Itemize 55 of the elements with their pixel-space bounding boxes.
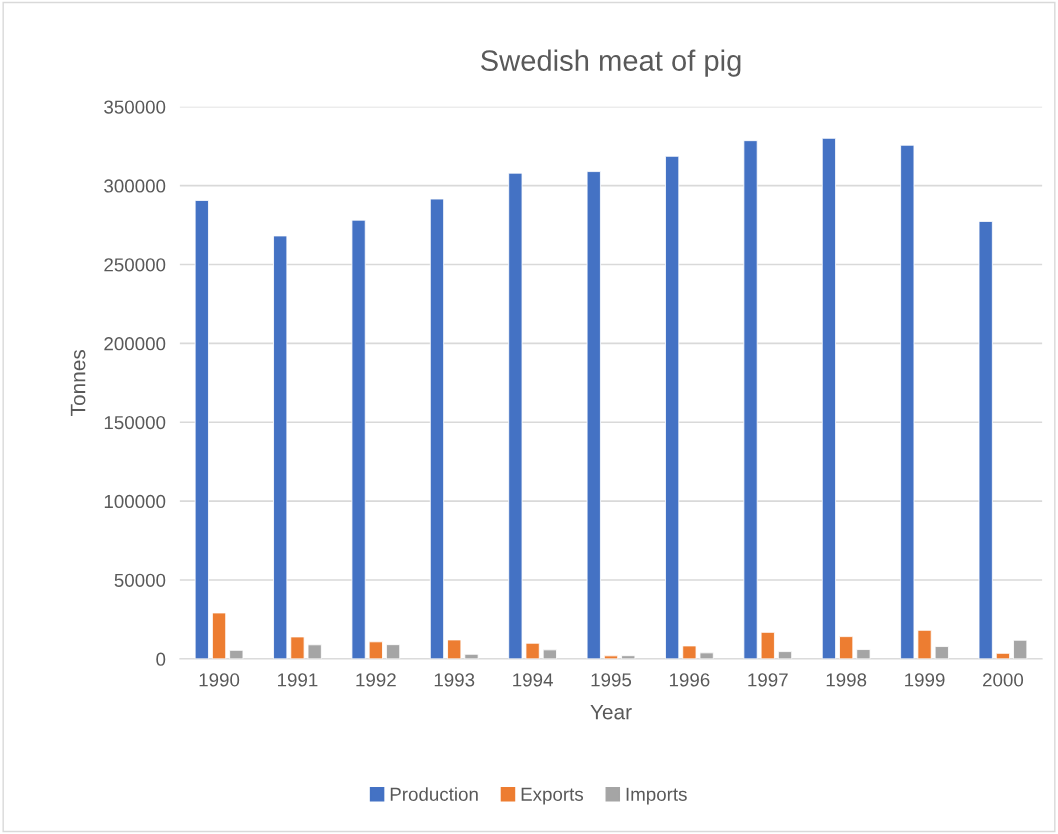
x-tick-label: 1995 (591, 673, 632, 687)
x-tick-label: 2000 (983, 673, 1024, 687)
bar (839, 636, 854, 659)
bar (900, 144, 915, 659)
bar (368, 641, 383, 659)
bar (290, 636, 305, 659)
legend-label: Imports (626, 787, 687, 805)
bar (429, 198, 445, 659)
bar (934, 646, 949, 659)
x-tick-label: 1994 (513, 673, 553, 687)
bar (273, 235, 288, 659)
y-axis-title: Tonnes (70, 349, 86, 416)
bar (665, 155, 680, 659)
bar (194, 200, 209, 659)
x-axis-title: Year (590, 704, 632, 720)
bar (447, 639, 462, 659)
bar (525, 642, 540, 659)
x-tick-label: 1999 (905, 673, 945, 687)
x-tick-label: 1996 (669, 673, 710, 687)
bar (211, 612, 227, 659)
x-tick-label: 1990 (199, 673, 240, 687)
bar (1013, 639, 1028, 659)
bar (743, 140, 758, 659)
bar (542, 649, 557, 659)
y-tick-label: 50000 (114, 573, 166, 587)
bar (307, 644, 322, 659)
bar (682, 645, 697, 659)
bar (856, 649, 871, 659)
y-tick-label: 200000 (104, 337, 166, 351)
y-tick-label: 350000 (104, 100, 166, 114)
y-tick-label: 0 (156, 652, 166, 666)
x-tick-label: 1997 (748, 673, 788, 687)
y-tick-label: 100000 (104, 494, 166, 509)
y-tick-label: 250000 (104, 258, 166, 272)
bar (821, 137, 836, 659)
bar (229, 649, 244, 659)
bar (699, 652, 714, 659)
bar (508, 172, 523, 659)
bar (586, 171, 601, 659)
bar (621, 655, 636, 659)
bar (385, 644, 401, 659)
chart-title: Swedish meat of pig (481, 49, 741, 77)
bar (978, 221, 993, 659)
legend-label: Production (390, 787, 478, 801)
x-tick-label: 1993 (434, 673, 475, 687)
x-tick-label: 1991 (278, 673, 318, 687)
bar (777, 651, 793, 659)
x-tick-label: 1992 (356, 673, 396, 687)
bar (917, 629, 932, 659)
legend-label: Exports (521, 787, 584, 805)
bar (351, 219, 366, 659)
y-tick-label: 300000 (104, 179, 166, 193)
bar (760, 631, 775, 659)
y-tick-label: 150000 (104, 415, 166, 430)
x-tick-label: 1998 (826, 673, 867, 687)
